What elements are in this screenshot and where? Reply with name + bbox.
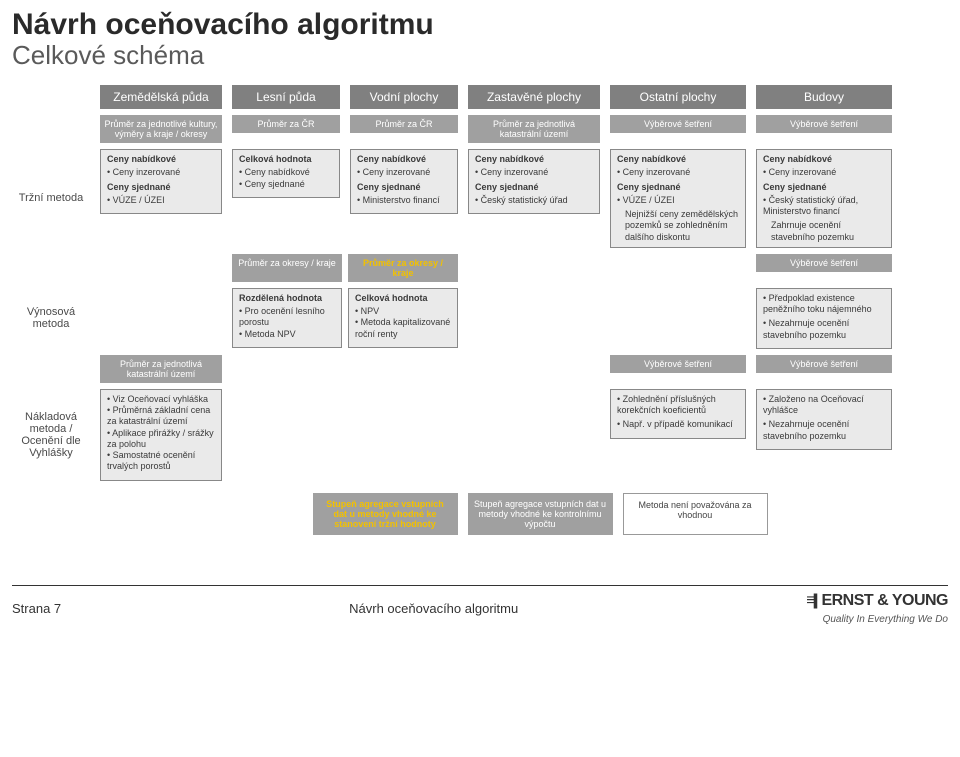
cell-trzni-lesni: Celková hodnota Ceny nabídkové Ceny sjed… <box>232 149 340 198</box>
method-label-trzni: Tržní metoda <box>12 192 90 204</box>
legend: Průměr za ČR <box>232 115 340 133</box>
cell-trzni-zastavene: Ceny nabídkové Ceny inzerované Ceny sjed… <box>468 149 600 214</box>
cell-item: Ceny inzerované <box>763 167 885 178</box>
col-header: Budovy <box>756 85 892 109</box>
cell-title: Ceny nabídkové <box>617 154 739 165</box>
cell-item: VÚZE / ÚZEI <box>617 195 739 206</box>
cell-item: Metoda NPV <box>239 329 335 340</box>
legend-key-white: Metoda není považována za vhodnou <box>623 493 768 535</box>
cell-item: Ministerstvo financí <box>357 195 451 206</box>
cell-item: Nezahrnuje ocenění stavebního pozemku <box>763 318 885 341</box>
ey-brand-text: ERNST & YOUNG <box>821 592 948 609</box>
cell-item: Založeno na Oceňovací vyhlášce <box>763 394 885 417</box>
cell-item: Ceny sjednané <box>239 179 333 190</box>
page-subtitle: Celkové schéma <box>12 40 948 71</box>
cell-title: Ceny sjednané <box>475 182 593 193</box>
col-header: Vodní plochy <box>350 85 458 109</box>
cell-item: Český statistický úřad <box>475 195 593 206</box>
col-header: Lesní půda <box>232 85 340 109</box>
legend: Průměr za ČR <box>350 115 458 133</box>
footer-page: Strana 7 <box>12 601 61 616</box>
cell-item: Samostatné ocenění trvalých porostů <box>107 450 215 473</box>
cell-trzni-budovy: Ceny nabídkové Ceny inzerované Ceny sjed… <box>756 149 892 248</box>
cell-trzni-ostatni: Ceny nabídkové Ceny inzerované Ceny sjed… <box>610 149 746 248</box>
page: Návrh oceňovacího algoritmu Celkové sché… <box>0 0 960 633</box>
col-header: Zemědělská půda <box>100 85 222 109</box>
ey-brand: ≡|| ERNST & YOUNG <box>806 592 948 609</box>
cell-title: Ceny sjednané <box>357 182 451 193</box>
legend: Průměr za okresy / kraje <box>232 254 342 282</box>
cell-trzni-vodni: Ceny nabídkové Ceny inzerované Ceny sjed… <box>350 149 458 214</box>
cell-title: Ceny sjednané <box>107 182 215 193</box>
cell-item: VÚZE / ÚZEI <box>107 195 215 206</box>
vynosova-narrow: Průměr za okresy / kraje Průměr za okres… <box>232 254 458 282</box>
legend-key-grey: Stupeň agregace vstupních dat u metody v… <box>468 493 613 535</box>
method-label-vynosova: Výnosová metoda <box>12 306 90 330</box>
cell-item: Nezahrnuje ocenění stavebního pozemku <box>763 419 885 442</box>
cell-item: Pro ocenění lesního porostu <box>239 306 335 329</box>
cell-title: Ceny nabídkové <box>357 154 451 165</box>
cell-nakladova-zemedelska: Viz Oceňovací vyhláška Průměrná základní… <box>100 389 222 481</box>
legend: Průměr za jednotlivé kultury, výměry a k… <box>100 115 222 143</box>
legend-key-yellow: Stupeň agregace vstupních dat u metody v… <box>313 493 458 535</box>
cell-item: Metoda kapitalizované roční renty <box>355 317 451 340</box>
cell-extra: Zahrnuje ocenění stavebního pozemku <box>763 220 885 243</box>
cell-title: Rozdělená hodnota <box>239 293 335 304</box>
legend: Průměr za jednotlivá katastrální území <box>100 355 222 383</box>
legend: Výběrové šetření <box>610 355 746 373</box>
cell-extra: Nejnižší ceny zemědělských pozemků se zo… <box>617 209 739 243</box>
cell-title: Ceny sjednané <box>617 182 739 193</box>
cell-item: Český statistický úřad, Ministerstvo fin… <box>763 195 885 218</box>
cell-item: Viz Oceňovací vyhláška <box>107 394 215 405</box>
cell-item: Průměrná základní cena za katastrální úz… <box>107 405 215 428</box>
cell-item: Ceny inzerované <box>475 167 593 178</box>
cell-title: Ceny nabídkové <box>475 154 593 165</box>
cell-title: Celková hodnota <box>355 293 451 304</box>
cell-title: Ceny nabídkové <box>107 154 215 165</box>
method-label-nakladova: Nákladová metoda / Ocenění dle Vyhlášky <box>12 411 90 459</box>
cell-item: Předpoklad existence peněžního toku náje… <box>763 293 885 316</box>
cell-title: Celková hodnota <box>239 154 333 165</box>
cell-title: Ceny nabídkové <box>763 154 885 165</box>
cell-vynosova-left: Rozdělená hodnota Pro ocenění lesního po… <box>232 288 342 348</box>
legend: Výběrové šetření <box>756 115 892 133</box>
bottom-legend-row: Stupeň agregace vstupních dat u metody v… <box>132 493 948 535</box>
col-header: Zastavěné plochy <box>468 85 600 109</box>
page-title: Návrh oceňovacího algoritmu <box>12 8 948 42</box>
cell-vynosova-budovy: Předpoklad existence peněžního toku náje… <box>756 288 892 349</box>
cell-item: Ceny nabídkové <box>239 167 333 178</box>
legend: Výběrové šetření <box>756 355 892 373</box>
cell-nakladova-budovy: Založeno na Oceňovací vyhlášce Nezahrnuj… <box>756 389 892 450</box>
vynosova-narrow-cells: Rozdělená hodnota Pro ocenění lesního po… <box>232 288 458 348</box>
ey-logo: ≡|| ERNST & YOUNG Quality In Everything … <box>806 592 948 625</box>
cell-item: Např. v případě komunikací <box>617 419 739 430</box>
legend: Výběrové šetření <box>610 115 746 133</box>
legend-highlight: Průměr za okresy / kraje <box>348 254 458 282</box>
cell-trzni-zemedelska: Ceny nabídkové Ceny inzerované Ceny sjed… <box>100 149 222 214</box>
cell-item: Ceny inzerované <box>617 167 739 178</box>
cell-item: NPV <box>355 306 451 317</box>
legend: Výběrové šetření <box>756 254 892 272</box>
cell-item: Zohlednění příslušných korekčních koefic… <box>617 394 739 417</box>
legend: Průměr za jednotlivá katastrální území <box>468 115 600 143</box>
col-header: Ostatní plochy <box>610 85 746 109</box>
ey-bars-icon: ≡|| <box>806 592 815 609</box>
schema-grid: Zemědělská půda Lesní půda Vodní plochy … <box>12 85 948 481</box>
footer: Strana 7 Návrh oceňovacího algoritmu ≡||… <box>12 585 948 625</box>
cell-nakladova-ostatni: Zohlednění příslušných korekčních koefic… <box>610 389 746 439</box>
cell-title: Ceny sjednané <box>763 182 885 193</box>
cell-item: Ceny inzerované <box>357 167 451 178</box>
footer-center: Návrh oceňovacího algoritmu <box>349 601 518 616</box>
cell-vynosova-right: Celková hodnota NPV Metoda kapitalizovan… <box>348 288 458 348</box>
ey-tagline: Quality In Everything We Do <box>823 614 948 625</box>
cell-item: Ceny inzerované <box>107 167 215 178</box>
cell-item: Aplikace přirážky / srážky za polohu <box>107 428 215 451</box>
